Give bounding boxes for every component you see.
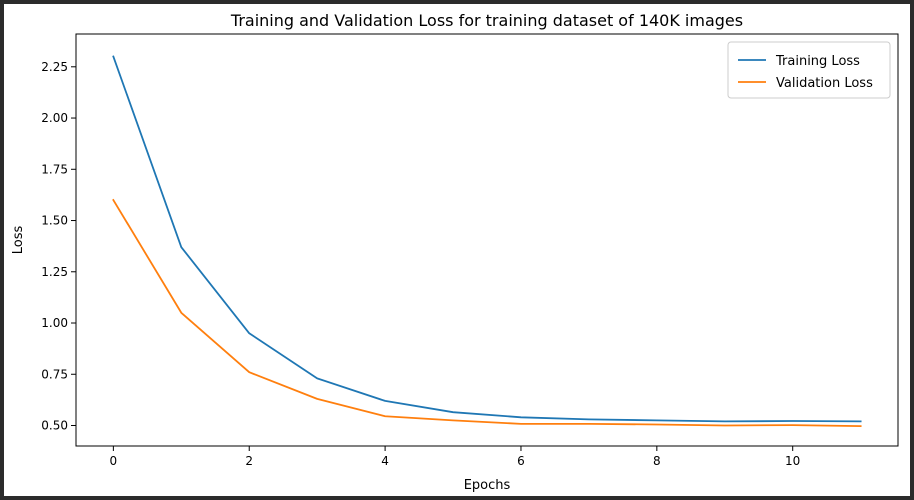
- y-tick-label: 1.25: [41, 265, 68, 279]
- x-tick-label: 8: [653, 454, 661, 468]
- y-tick-label: 2.00: [41, 111, 68, 125]
- y-axis-label: Loss: [11, 226, 26, 255]
- x-tick-label: 10: [785, 454, 800, 468]
- series-line-validation-loss: [112, 198, 862, 428]
- plot-area: 0 2 4 6 8 10 0.50 0.75 1.00 1.25 1.50 1.75 2.00 2.25: [41, 33, 899, 468]
- series-line-training-loss: [112, 55, 862, 423]
- y-tick-label: 1.00: [41, 316, 68, 330]
- chart-title: Training and Validation Loss for trainin…: [230, 11, 743, 30]
- y-tick-label: 1.50: [41, 214, 68, 228]
- x-tick-label: 4: [381, 454, 389, 468]
- legend-entry: Training Loss: [775, 54, 860, 69]
- legend: Training Loss Validation Loss: [727, 41, 891, 99]
- axes-frame: [75, 33, 899, 447]
- x-tick-label: 2: [245, 454, 253, 468]
- y-tick-label: 1.75: [41, 162, 68, 176]
- loss-chart: Training and Validation Loss for trainin…: [11, 11, 899, 493]
- chart-window: Training and Validation Loss for trainin…: [4, 4, 910, 496]
- legend-entry: Validation Loss: [776, 76, 873, 91]
- x-tick-label: 0: [110, 454, 118, 468]
- y-tick-label: 0.75: [41, 367, 68, 381]
- legend-box: [727, 41, 891, 99]
- x-tick-label: 6: [517, 454, 525, 468]
- y-tick-label: 2.25: [41, 60, 68, 74]
- x-axis-label: Epochs: [464, 478, 511, 493]
- y-tick-label: 0.50: [41, 419, 68, 433]
